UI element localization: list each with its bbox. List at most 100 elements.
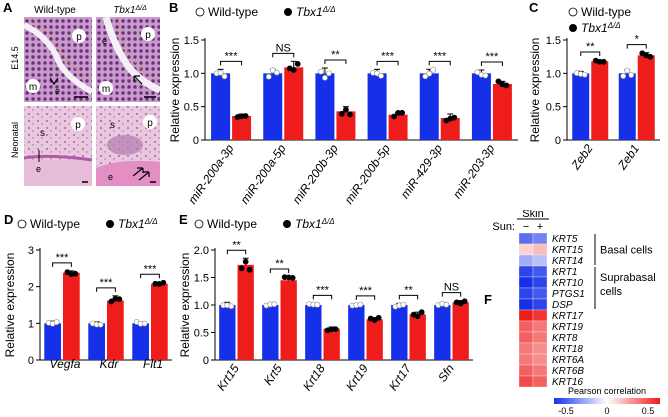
replicate-point [160,279,167,286]
replicate-point [422,73,429,80]
legend-marker-tbx1 [106,220,114,228]
replicate-point [221,73,228,80]
y-tick-label: 1.0 [194,300,209,312]
bar-wild-type [348,305,365,360]
significance-label: NS [276,42,291,54]
bar-tbx1 [63,272,80,360]
mark-s: s [40,128,45,139]
y-tick-label: 3 [28,245,34,257]
y-axis-label: Relative expression [528,38,542,143]
panel-label-d: D [4,212,13,227]
y-tick-label: 1.0 [546,68,561,80]
colorbar-tick-label: 0.5 [642,406,655,416]
replicate-point [414,313,421,320]
replicate-point [273,69,280,76]
legend-label-tbx1: Tbx1Δ/Δ [118,217,158,231]
y-tick-label: 2 [28,282,34,294]
heatmap-cell [532,232,548,245]
mark-s-2: s [110,120,115,131]
arrow-icon [133,75,143,85]
bar-wild-type [88,323,105,360]
legend-marker-tbx1 [283,220,291,228]
heatmap-cell [518,331,534,344]
micrograph-neonatal-tbx1: p s e [96,106,160,186]
y-axis-label: Relative expression [178,253,192,358]
significance-label: ** [404,284,413,296]
mark-p-3: p [75,120,81,131]
heatmap-cell [532,342,548,355]
significance-label: *** [144,263,158,275]
bar-tbx1 [280,280,297,360]
heatmap-cell [532,364,548,377]
bar-wild-type [44,323,61,360]
replicate-point [624,67,631,74]
heatmap-cell [532,309,548,322]
x-tick-label: Flt1 [143,357,163,371]
row-label-neonatal: Neonatal [10,122,20,158]
heatmap-cell [518,254,534,267]
significance-label: *** [381,50,395,62]
significance-bracket [580,51,601,56]
bar-wild-type [419,73,439,140]
x-tick-label: Krt5 [261,361,285,387]
x-tick-label: Zeb2 [568,141,596,173]
legend-marker-wild-type [568,7,578,17]
bar-wild-type [305,305,322,360]
bar-wild-type [315,73,335,140]
replicate-point [378,73,384,79]
legend-D: Wild-type Tbx1Δ/Δ [17,217,158,231]
replicate-point [265,73,272,80]
replicate-point [474,69,481,76]
x-tick-label: miR-200b-3p [290,141,341,205]
significance-label: *** [56,252,70,264]
panel-a: A Wild-type Tbx1Δ/Δ E14.5 Neonatal p m e… [0,0,162,417]
replicate-point [495,78,502,85]
replicate-point [332,326,339,333]
significance-bracket [428,60,451,66]
heatmap-cell [518,243,534,256]
heatmap-row-label: KRT14 [552,256,583,267]
replicate-point [242,113,249,119]
significance-bracket [441,292,462,297]
replicate-point [290,67,297,73]
mark-p: p [76,32,82,43]
y-axis-label: Relative expression [3,253,17,358]
replicate-point [581,71,588,78]
x-tick-label: Krt18 [300,361,328,393]
y-tick-label: 0 [203,355,209,367]
heatmap-group-label: Suprabasal [600,272,656,284]
replicate-point [400,301,407,308]
micrograph-e14-wild-type: p m e [22,16,94,102]
heatmap-cell [518,342,534,355]
heatmap-row-header: Sun: [492,221,515,233]
heatmap-column-label: − [523,221,529,233]
replicate-point [391,113,397,120]
y-tick-label: 0.5 [546,102,561,114]
heatmap-row-label: KRT6B [552,366,584,377]
significance-label: ** [331,49,340,61]
significance-label: *** [316,284,330,296]
x-tick-label: Vegfa [50,357,81,371]
significance-bracket [269,268,290,273]
replicate-point [246,266,253,273]
replicate-point [326,70,332,77]
y-axis-label: Relative expression [168,38,182,143]
bar-tbx1 [232,116,252,140]
heatmap-column-label: + [537,221,543,233]
y-tick-label: 2.0 [194,245,209,257]
bar-tbx1 [151,283,168,360]
replicate-point [289,274,296,281]
legend-label-tbx1: Tbx1Δ/Δ [296,5,336,19]
bar-wild-type [263,73,283,140]
significance-label: NS [444,282,459,294]
col-header-tbx1: Tbx1Δ/Δ [113,5,147,16]
mark-e-3: e [36,164,41,174]
heatmap-cell [532,331,548,344]
x-tick-label: miR-203-3p [450,141,498,201]
replicate-point [600,58,607,65]
x-tick-label: Zeb1 [614,142,642,173]
replicate-point [294,61,301,67]
heatmap-cell [532,320,548,333]
x-tick-label: miR-429-3p [398,141,446,201]
replicate-point [116,296,123,303]
